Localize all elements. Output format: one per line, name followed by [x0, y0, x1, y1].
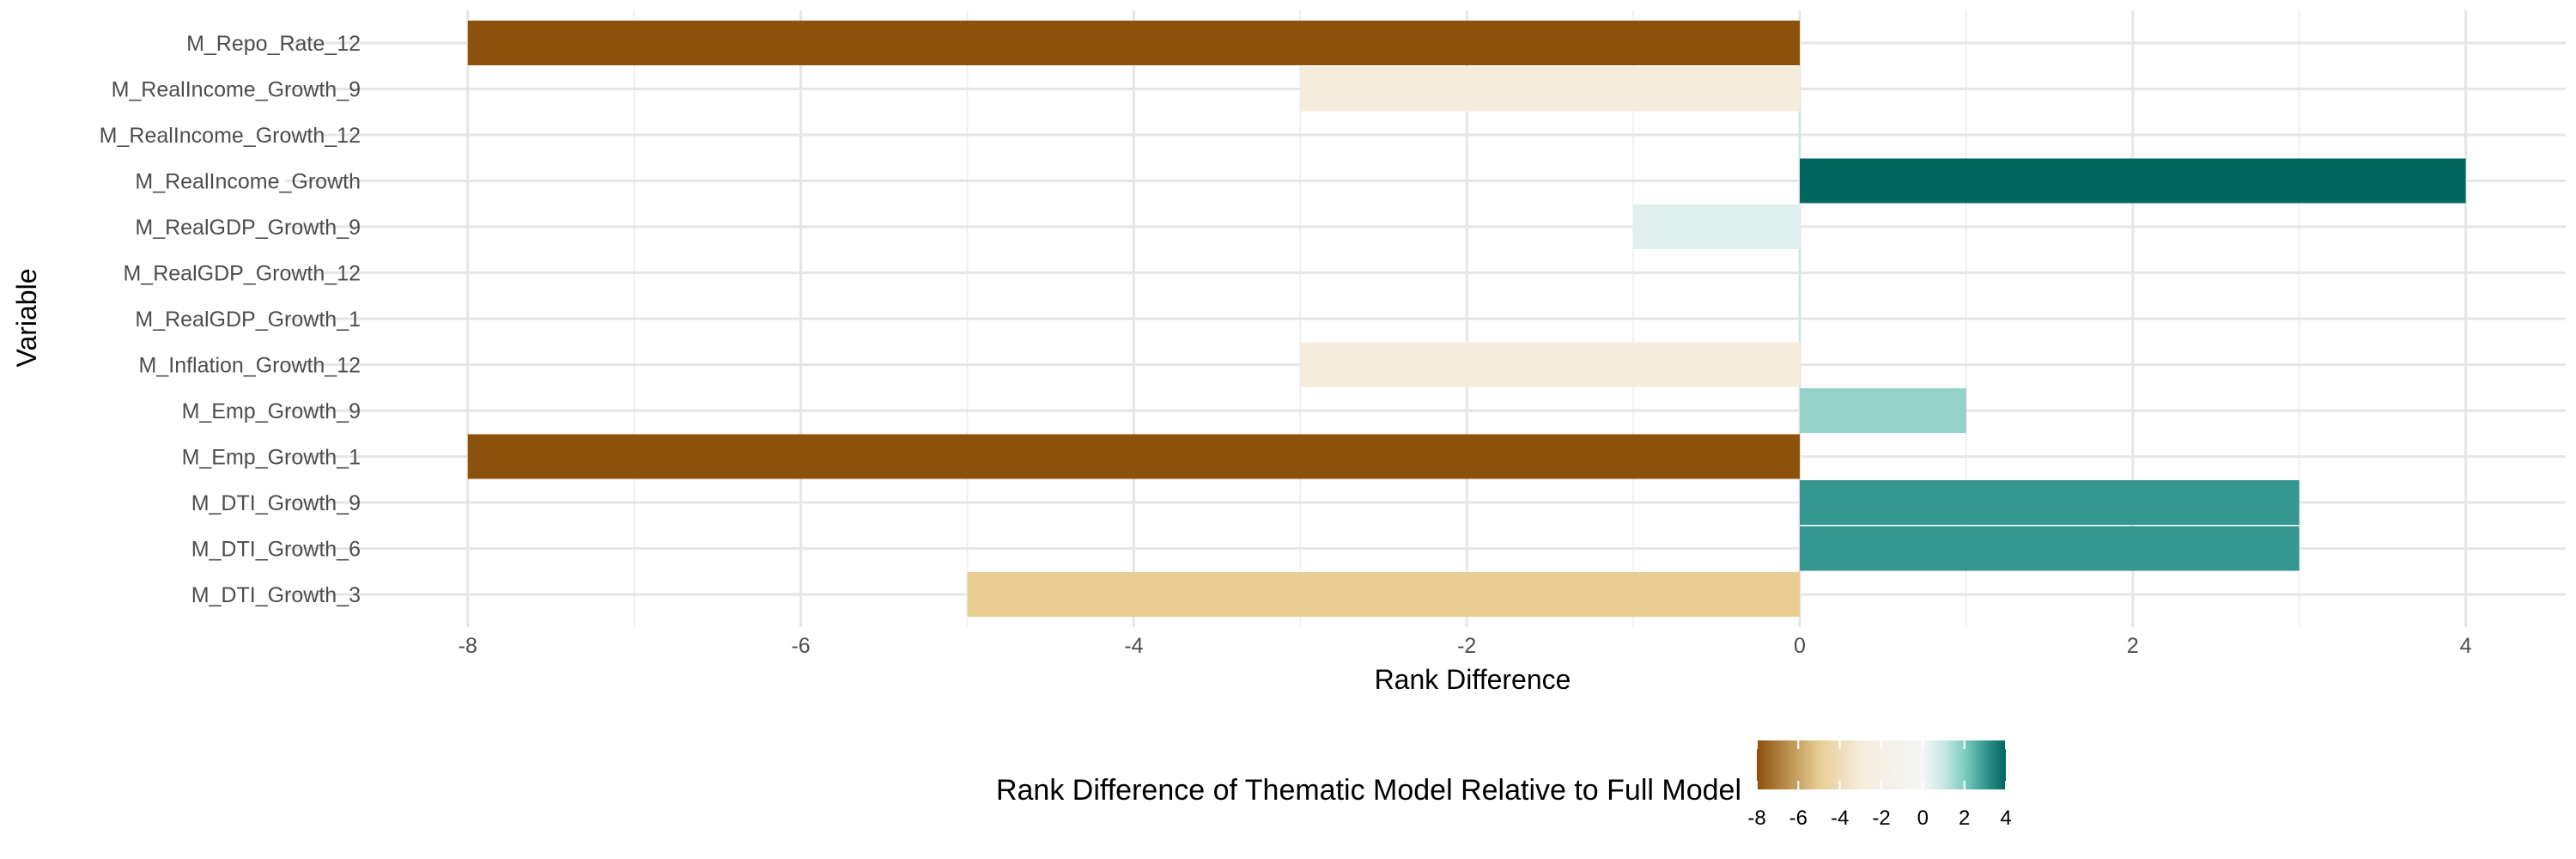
x-tick-label: 0: [1794, 634, 1806, 658]
y-tick-label: M_RealIncome_Growth: [135, 170, 361, 194]
legend-label: 2: [1959, 807, 1970, 830]
legend-title: Rank Difference of Thematic Model Relati…: [996, 774, 1741, 807]
legend-label: -4: [1831, 807, 1849, 830]
x-tick-label: -4: [1124, 634, 1143, 658]
y-tick-label: M_Emp_Growth_9: [182, 399, 361, 423]
bar-m-emp-growth-9: [1800, 388, 1966, 433]
y-tick-label: M_RealIncome_Growth_9: [112, 78, 361, 102]
x-tick-label: -2: [1457, 634, 1476, 658]
bar-m-inflation-growth-12: [1300, 342, 1800, 387]
x-axis-title: Rank Difference: [1375, 664, 1571, 695]
y-tick-label: M_RealGDP_Growth_1: [135, 308, 361, 332]
bar-m-dti-growth-6: [1800, 526, 2300, 571]
color-legend: Rank Difference of Thematic Model Relati…: [996, 740, 2012, 830]
bar-m-realgdp-growth-1: [1799, 296, 1801, 341]
bar-m-repo-rate-12: [467, 21, 1800, 65]
y-axis-tick-labels: M_Repo_Rate_12 M_RealIncome_Growth_9 M_Rea…: [100, 32, 361, 607]
x-tick-label: -6: [791, 634, 810, 658]
bars: [467, 21, 2466, 617]
x-tick-label: 4: [2460, 634, 2472, 658]
legend-label: -8: [1747, 807, 1765, 830]
bar-m-realincome-growth-9: [1300, 66, 1800, 112]
x-axis-tick-labels: -8 -6 -4 -2 0 2 4: [459, 634, 2472, 658]
y-tick-label: M_RealGDP_Growth_12: [123, 262, 361, 286]
bar-m-realincome-growth-12: [1799, 113, 1801, 157]
y-tick-label: M_Repo_Rate_12: [186, 32, 361, 56]
bar-m-dti-growth-3: [967, 572, 1800, 617]
bar-m-dti-growth-9: [1800, 480, 2300, 525]
legend-label: 0: [1917, 807, 1929, 830]
legend-label: -2: [1872, 807, 1890, 830]
x-tick-label: -8: [459, 634, 477, 658]
y-tick-label: M_DTI_Growth_9: [191, 491, 361, 515]
bar-m-emp-growth-1: [467, 434, 1800, 479]
legend-label: -6: [1789, 807, 1807, 830]
bar-m-realgdp-growth-12: [1799, 250, 1801, 295]
y-tick-label: M_DTI_Growth_3: [191, 583, 361, 607]
y-tick-label: M_DTI_Growth_6: [191, 538, 361, 562]
bar-m-realincome-growth: [1800, 158, 2466, 204]
bar-m-realgdp-growth-9: [1633, 204, 1800, 249]
y-tick-label: M_RealGDP_Growth_9: [135, 216, 361, 240]
y-tick-label: M_Emp_Growth_1: [182, 446, 361, 470]
legend-ticks: [1756, 740, 2007, 789]
y-axis-title: Variable: [11, 268, 42, 367]
legend-label: 4: [2000, 807, 2011, 830]
legend-labels: -8 -6 -4 -2 0 2 4: [1747, 807, 2011, 830]
x-tick-label: 2: [2127, 634, 2139, 658]
y-tick-label: M_Inflation_Growth_12: [139, 354, 361, 378]
y-tick-label: M_RealIncome_Growth_12: [100, 124, 361, 148]
